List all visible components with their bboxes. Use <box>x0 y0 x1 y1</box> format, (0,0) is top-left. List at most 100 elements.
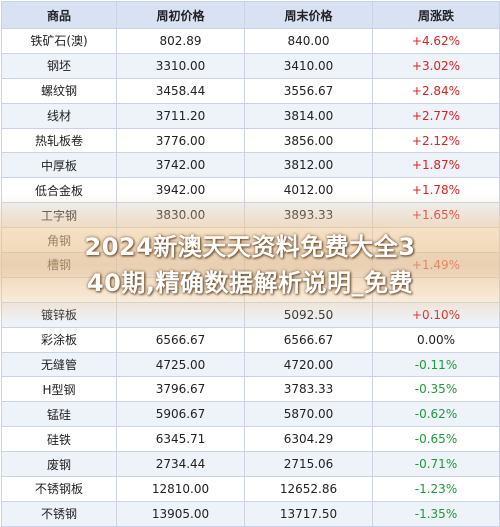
close-price-cell: 5092.50 <box>244 301 373 328</box>
close-price-cell: 2715.06 <box>244 451 373 478</box>
open-price-cell <box>116 252 245 278</box>
table-row: 不锈钢 13905.00 13717.50 -1.35% <box>1 500 500 527</box>
close-price-cell: 4720.00 <box>244 351 373 378</box>
close-price-cell: 3893.33 <box>244 202 373 229</box>
close-price-cell: 5870.00 <box>244 401 373 428</box>
table-row: 螺纹钢 3458.44 3556.67 +2.84% <box>1 77 500 104</box>
weekly-change-cell: +1.87% <box>372 152 500 179</box>
open-price-cell: 13905.00 <box>116 500 245 527</box>
table-row: 镀锌板 5092.50 +0.10% <box>1 301 500 328</box>
weekly-change-cell: -0.35% <box>372 376 500 403</box>
table-row: 彩涂板 6566.67 6566.67 0.00% <box>1 326 500 353</box>
weekly-change-cell: 0.00% <box>372 326 500 353</box>
weekly-change-cell: +1.78% <box>372 177 500 204</box>
open-price-cell <box>116 301 245 328</box>
open-price-cell: 4725.00 <box>116 351 245 378</box>
weekly-change-cell <box>372 227 500 254</box>
close-price-cell: 3814.00 <box>244 102 373 129</box>
open-price-cell: 802.89 <box>116 28 245 54</box>
close-price-cell: 6304.29 <box>244 426 373 453</box>
header-open-price: 周初价格 <box>116 1 245 29</box>
weekly-change-cell: +2.12% <box>372 127 500 154</box>
table-row <box>1 276 500 303</box>
open-price-cell: 5906.67 <box>116 401 245 428</box>
header-close-price: 周末价格 <box>244 1 373 29</box>
open-price-cell: 3776.00 <box>116 127 245 154</box>
close-price-cell: 3783.33 <box>244 376 373 403</box>
open-price-cell: 3458.44 <box>116 77 245 104</box>
weekly-change-cell: -1.35% <box>372 500 500 527</box>
table-row: 铁矿石(澳) 802.89 840.00 +4.62% <box>1 28 500 54</box>
commodity-cell: 彩涂板 <box>1 326 117 353</box>
close-price-cell: 12652.86 <box>244 476 373 502</box>
close-price-cell: 840.00 <box>244 28 373 54</box>
weekly-change-cell: +3.02% <box>372 52 500 79</box>
commodity-cell: 线材 <box>1 102 117 129</box>
commodity-cell: 热轧板卷 <box>1 127 117 154</box>
table-row: 角钢 <box>1 227 500 254</box>
commodity-cell: 螺纹钢 <box>1 77 117 104</box>
commodity-cell: 钢坯 <box>1 52 117 79</box>
open-price-cell: 3711.20 <box>116 102 245 129</box>
table-body: 铁矿石(澳) 802.89 840.00 +4.62% 钢坯 3310.00 3410.00… <box>1 28 500 527</box>
close-price-cell: 3410.00 <box>244 52 373 79</box>
commodity-cell: 铁矿石(澳) <box>1 28 117 54</box>
open-price-cell: 12810.00 <box>116 476 245 502</box>
table-row: 槽钢 +1.49% <box>1 252 500 278</box>
table-row: 线材 3711.20 3814.00 +2.77% <box>1 102 500 129</box>
weekly-change-cell: +2.77% <box>372 102 500 129</box>
header-commodity: 商品 <box>1 1 117 29</box>
open-price-cell: 3742.00 <box>116 152 245 179</box>
weekly-change-cell: -0.62% <box>372 401 500 428</box>
commodity-cell: 镀锌板 <box>1 301 117 328</box>
open-price-cell: 6566.67 <box>116 326 245 353</box>
close-price-cell: 3856.00 <box>244 127 373 154</box>
open-price-cell: 2734.44 <box>116 451 245 478</box>
open-price-cell: 3796.67 <box>116 376 245 403</box>
header-weekly-change: 周涨跌 <box>372 1 500 29</box>
open-price-cell: 3310.00 <box>116 52 245 79</box>
weekly-change-cell: +1.65% <box>372 202 500 229</box>
close-price-cell: 13717.50 <box>244 500 373 527</box>
open-price-cell <box>116 227 245 254</box>
table-row: 无缝管 4725.00 4720.00 -0.11% <box>1 351 500 378</box>
weekly-change-cell: +2.84% <box>372 77 500 104</box>
close-price-cell: 4012.00 <box>244 177 373 204</box>
commodity-cell <box>1 276 117 303</box>
open-price-cell: 3830.00 <box>116 202 245 229</box>
commodity-cell: 不锈钢 <box>1 500 117 527</box>
commodity-cell: 角钢 <box>1 227 117 254</box>
commodity-cell: 低合金板 <box>1 177 117 204</box>
commodity-cell: 槽钢 <box>1 252 117 278</box>
commodity-cell: 工字钢 <box>1 202 117 229</box>
weekly-change-cell: +4.62% <box>372 28 500 54</box>
commodity-cell: 硅铁 <box>1 426 117 453</box>
close-price-cell: 3556.67 <box>244 77 373 104</box>
close-price-cell <box>244 252 373 278</box>
commodity-cell: 不锈钢板 <box>1 476 117 502</box>
table-header-row: 商品 周初价格 周末价格 周涨跌 <box>1 1 500 29</box>
weekly-change-cell: -1.23% <box>372 476 500 502</box>
commodity-cell: 锰硅 <box>1 401 117 428</box>
weekly-change-cell: -0.65% <box>372 426 500 453</box>
commodity-cell: H型钢 <box>1 376 117 403</box>
open-price-cell: 6345.71 <box>116 426 245 453</box>
commodity-cell: 无缝管 <box>1 351 117 378</box>
close-price-cell <box>244 227 373 254</box>
weekly-change-cell: +0.10% <box>372 301 500 328</box>
table-row: 工字钢 3830.00 3893.33 +1.65% <box>1 202 500 229</box>
table-row: 不锈钢板 12810.00 12652.86 -1.23% <box>1 476 500 502</box>
commodity-cell: 废钢 <box>1 451 117 478</box>
weekly-change-cell: +1.49% <box>372 252 500 278</box>
close-price-cell: 6566.67 <box>244 326 373 353</box>
commodity-cell: 中厚板 <box>1 152 117 179</box>
open-price-cell: 3942.00 <box>116 177 245 204</box>
table-row: 硅铁 6345.71 6304.29 -0.65% <box>1 426 500 453</box>
table-row: 低合金板 3942.00 4012.00 +1.78% <box>1 177 500 204</box>
table-row: 废钢 2734.44 2715.06 -0.71% <box>1 451 500 478</box>
table-row: 热轧板卷 3776.00 3856.00 +2.12% <box>1 127 500 154</box>
open-price-cell <box>116 276 245 303</box>
table-row: 锰硅 5906.67 5870.00 -0.62% <box>1 401 500 428</box>
table-row: 中厚板 3742.00 3812.00 +1.87% <box>1 152 500 179</box>
